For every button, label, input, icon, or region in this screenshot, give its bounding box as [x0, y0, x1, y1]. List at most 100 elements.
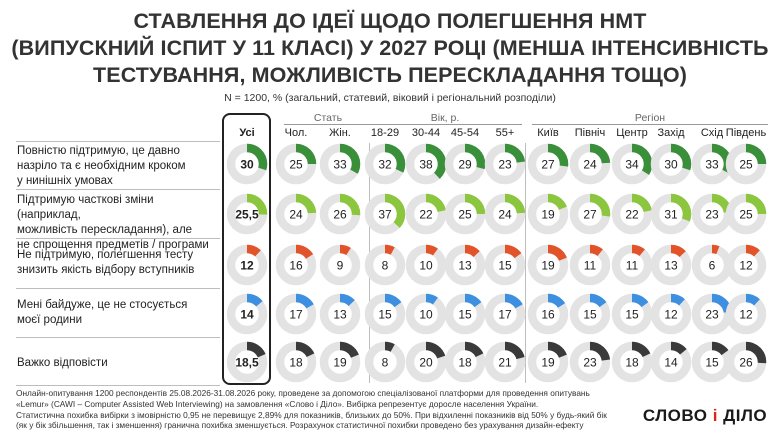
donut-cell: 25 — [275, 143, 317, 185]
donut-label: 18,5 — [235, 356, 259, 370]
donut-cell: 23 — [691, 193, 733, 235]
donut-label: 31 — [664, 208, 678, 222]
donut-label: 8 — [382, 356, 389, 370]
donut-label: 25 — [739, 158, 753, 172]
donut-cell: 15 — [364, 293, 406, 335]
row-separator — [16, 288, 220, 289]
donut-label: 22 — [625, 208, 639, 222]
donut-cell: 6 — [691, 244, 733, 286]
donut-label: 14 — [240, 308, 254, 322]
donut-cell: 33 — [691, 143, 733, 185]
donut-cell: 18 — [444, 341, 486, 383]
group-label-sex: Стать — [313, 112, 343, 124]
row-separator — [16, 189, 220, 190]
donut-label: 14 — [664, 356, 678, 370]
donut-value-arc — [569, 293, 611, 335]
donut-cell: 13 — [650, 244, 692, 286]
donut-value-arc — [319, 193, 361, 235]
group-label-age: Вік, р. — [430, 112, 460, 124]
all-respondents-highlight — [222, 113, 271, 385]
donut-label: 26 — [333, 208, 347, 222]
column-header-10: Центр — [616, 127, 648, 139]
donut-cell: 15 — [611, 293, 653, 335]
donut-cell: 17 — [275, 293, 317, 335]
donut-value-arc — [725, 341, 767, 383]
donut-label: 20 — [419, 356, 433, 370]
title-line-1: Ставлення до ідеї щодо полегшення НМТ — [133, 9, 647, 33]
donut-value-arc — [725, 293, 767, 335]
page-title: Ставлення до ідеї щодо полегшення НМТ (в… — [0, 8, 780, 89]
donut-value-arc — [611, 193, 653, 235]
donut-label: 8 — [382, 259, 389, 273]
row-label-indifferent: Мені байдуже, це не стосується моєї роди… — [17, 299, 188, 326]
donut-label: 27 — [541, 158, 555, 172]
donut-value-arc — [405, 244, 447, 286]
donut-value-arc — [405, 293, 447, 335]
donut-value-arc — [364, 244, 406, 286]
donut-label: 37 — [378, 208, 392, 222]
donut-cell: 32 — [364, 143, 406, 185]
donut-cell: 37 — [364, 193, 406, 235]
donut-label: 15 — [705, 356, 719, 370]
donut-value-arc — [444, 341, 486, 383]
donut-label: 23 — [583, 356, 597, 370]
donut-label: 11 — [626, 259, 639, 273]
row-label-full-support: Повністю підтримую, це давно назріло та … — [17, 145, 186, 187]
donut-value-arc — [691, 293, 733, 335]
donut-label: 23 — [498, 158, 512, 172]
donut-cell: 23 — [484, 143, 526, 185]
donut-value-arc — [650, 341, 692, 383]
donut-cell: 9 — [319, 244, 361, 286]
donut-value-arc — [527, 143, 569, 185]
donut-cell: 10 — [405, 244, 447, 286]
donut-cell: 15 — [444, 293, 486, 335]
donut-cell: 23 — [691, 293, 733, 335]
donut-label: 10 — [419, 259, 433, 273]
donut-value-arc — [364, 293, 406, 335]
donut-value-arc — [444, 293, 486, 335]
donut-cell: 12 — [226, 244, 268, 286]
donut-cell: 18,5 — [226, 341, 268, 383]
donut-value-arc — [226, 293, 268, 335]
donut-cell: 18 — [275, 341, 317, 383]
donut-value-arc — [569, 341, 611, 383]
donut-cell: 8 — [364, 341, 406, 383]
donut-label: 13 — [458, 259, 472, 273]
donut-label: 23 — [705, 208, 719, 222]
donut-cell: 19 — [527, 244, 569, 286]
donut-cell: 13 — [444, 244, 486, 286]
column-header-7: 55+ — [495, 127, 515, 139]
column-header-2: Чол. — [284, 127, 308, 139]
donut-cell: 25 — [444, 193, 486, 235]
donut-label: 24 — [289, 208, 303, 222]
donut-value-arc — [484, 143, 526, 185]
donut-cell: 11 — [569, 244, 611, 286]
donut-value-arc — [725, 244, 767, 286]
donut-cell: 12 — [725, 244, 767, 286]
row-label-partial-support: Підтримую часткові зміни (наприклад, мож… — [17, 194, 209, 251]
donut-label: 19 — [333, 356, 347, 370]
group-line-region — [532, 124, 768, 125]
donut-label: 38 — [419, 158, 433, 172]
donut-cell: 19 — [319, 341, 361, 383]
donut-cell: 29 — [444, 143, 486, 185]
donut-label: 12 — [739, 259, 753, 273]
donut-cell: 10 — [405, 293, 447, 335]
donut-label: 21 — [498, 356, 512, 370]
donut-value-arc — [527, 341, 569, 383]
donut-value-arc — [650, 193, 692, 235]
donut-cell: 22 — [405, 193, 447, 235]
footnote: Онлайн-опитування 1200 респондентів 25.0… — [16, 388, 607, 431]
donut-cell: 33 — [319, 143, 361, 185]
donut-label: 19 — [541, 208, 555, 222]
donut-cell: 31 — [650, 193, 692, 235]
donut-cell: 30 — [650, 143, 692, 185]
donut-label: 18 — [289, 356, 303, 370]
donut-label: 25 — [458, 208, 472, 222]
donut-value-arc — [364, 341, 406, 383]
donut-label: 24 — [498, 208, 512, 222]
donut-cell: 12 — [725, 293, 767, 335]
donut-label: 23 — [705, 308, 719, 322]
donut-label: 13 — [333, 308, 347, 322]
donut-label: 19 — [541, 356, 555, 370]
